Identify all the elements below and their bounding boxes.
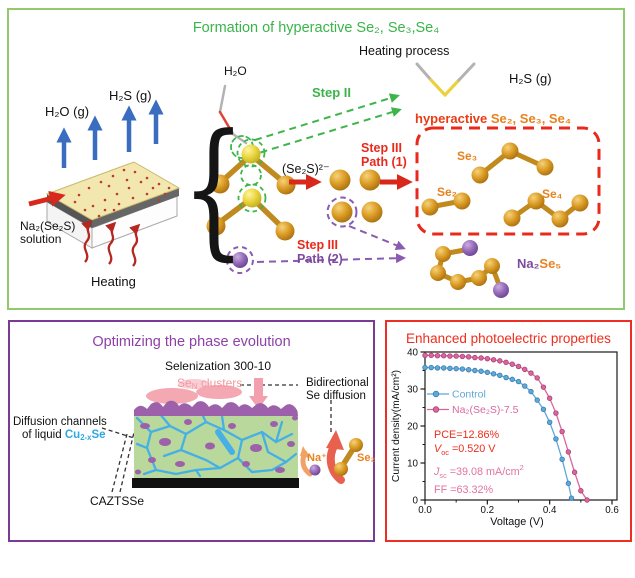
jv-chart: 0.0 0.2 0.4 0.6 0 10 20 30 40 Voltage (V) Current … — [391, 348, 619, 529]
se2s-ion-label: (Se₂S)²⁻ — [282, 162, 330, 176]
photoelectric-title: Enhanced photoelectric properties — [406, 331, 611, 346]
svg-text:Current density(mA/cm²): Current density(mA/cm²) — [391, 370, 402, 482]
bidirectional-label: Bidirectional Se diffusion — [306, 377, 369, 402]
diffusion-channels-label: Diffusion channels of liquid Cu2-xSe — [13, 416, 107, 442]
se4-label: Se₄ — [542, 187, 563, 201]
step3-path2-path-label: Path (2) — [297, 252, 343, 266]
se2-dimer-label: Se₂ — [357, 452, 376, 464]
se2-label: Se₂ — [437, 185, 458, 199]
svg-text:20: 20 — [407, 422, 418, 433]
se-up-arrow — [326, 430, 345, 484]
solution-arrow — [28, 190, 66, 207]
na2se5-label: Na₂Se₅ — [517, 256, 562, 271]
svg-text:0.4: 0.4 — [543, 505, 557, 516]
jv-annotations: PCE=12.86% Voc =0.520 V Jsc =39.08 mA/cm2 F… — [434, 429, 524, 497]
phase-artwork — [101, 378, 363, 493]
h2s-gas-label: H₂S (g) — [109, 88, 152, 103]
na-up-arrow — [300, 446, 313, 477]
step3-path1-label: Step III Path (1) — [361, 141, 407, 169]
reaction-site-circles — [236, 138, 267, 213]
heating-process-label: Heating process — [359, 44, 450, 58]
se2-molecule — [421, 192, 471, 216]
se3-molecule — [471, 142, 554, 184]
se4-molecule — [503, 192, 589, 228]
panel-photoelectric: 0.0 0.2 0.4 0.6 0 10 20 30 40 Voltage (V) Current … — [385, 320, 632, 542]
film-substrate — [132, 478, 299, 488]
na2se2s-solution-label: Na₂(Se₂S) solution — [20, 219, 76, 247]
svg-text:Voltage (V): Voltage (V) — [490, 516, 543, 528]
hyperactive-box — [415, 126, 601, 236]
step3-path2-step-label: Step III — [297, 238, 338, 252]
sen-clusters-label: SeN clusters — [177, 376, 243, 391]
na-ion — [226, 246, 254, 274]
surface-sen-layer — [134, 400, 298, 416]
h2s-gas-right-label: H₂S (g) — [509, 71, 552, 86]
steam-arrows — [56, 99, 164, 168]
se3-label: Se₃ — [457, 149, 478, 163]
svg-text:0.2: 0.2 — [481, 505, 495, 516]
sen-cluster-ellipses — [146, 379, 242, 404]
secondary-phase-blobs — [135, 415, 298, 475]
film-cross-section — [132, 400, 299, 488]
brace-glyph: { — [181, 101, 246, 275]
precursor-speckles — [73, 168, 171, 218]
panel-phase: Optimizing the phase evolution Selenizat… — [8, 320, 375, 542]
na-ball — [309, 464, 321, 476]
se2-dimer — [334, 438, 363, 476]
panel-formation: Formation of hyperactive Se₂, Se₃,Se₄ H₂… — [7, 8, 625, 310]
selenization-label: Selenization 300-10 — [164, 359, 272, 373]
svg-text:0: 0 — [413, 496, 419, 507]
svg-text:0.6: 0.6 — [605, 505, 619, 516]
na-ion-label: Na⁺ — [307, 452, 327, 464]
se-down-arrow — [249, 378, 268, 409]
pointer-dashes — [101, 384, 332, 493]
v-molecule — [415, 62, 476, 97]
na2se5-molecule — [430, 240, 509, 298]
caztsse-label: CAZTSSe — [90, 494, 145, 508]
h2o-gas-label: H₂O (g) — [45, 104, 90, 119]
path2-arrows — [256, 225, 406, 264]
heating-arrows — [81, 219, 141, 267]
formation-title: Formation of hyperactive Se₂, Se₃,Se₄ — [192, 20, 440, 36]
formation-artwork — [28, 62, 601, 298]
step2-arrows — [248, 93, 402, 157]
se2s-molecules — [206, 138, 296, 241]
svg-text:Na₂(Se₂S)-7.5: Na₂(Se₂S)-7.5 — [452, 404, 519, 416]
svg-text:40: 40 — [407, 348, 418, 359]
heating-label: Heating — [91, 274, 136, 289]
se-atoms — [326, 169, 383, 228]
h2o-label: H₂O — [224, 64, 247, 78]
hyperactive-label: hyperactive Se₂, Se₃, Se₄ — [415, 111, 572, 126]
step2-label: Step II — [312, 85, 352, 100]
svg-text:0.0: 0.0 — [418, 505, 432, 516]
phase-title: Optimizing the phase evolution — [92, 334, 291, 350]
svg-text:30: 30 — [407, 385, 418, 396]
svg-text:Control: Control — [452, 389, 486, 401]
svg-text:10: 10 — [407, 459, 418, 470]
